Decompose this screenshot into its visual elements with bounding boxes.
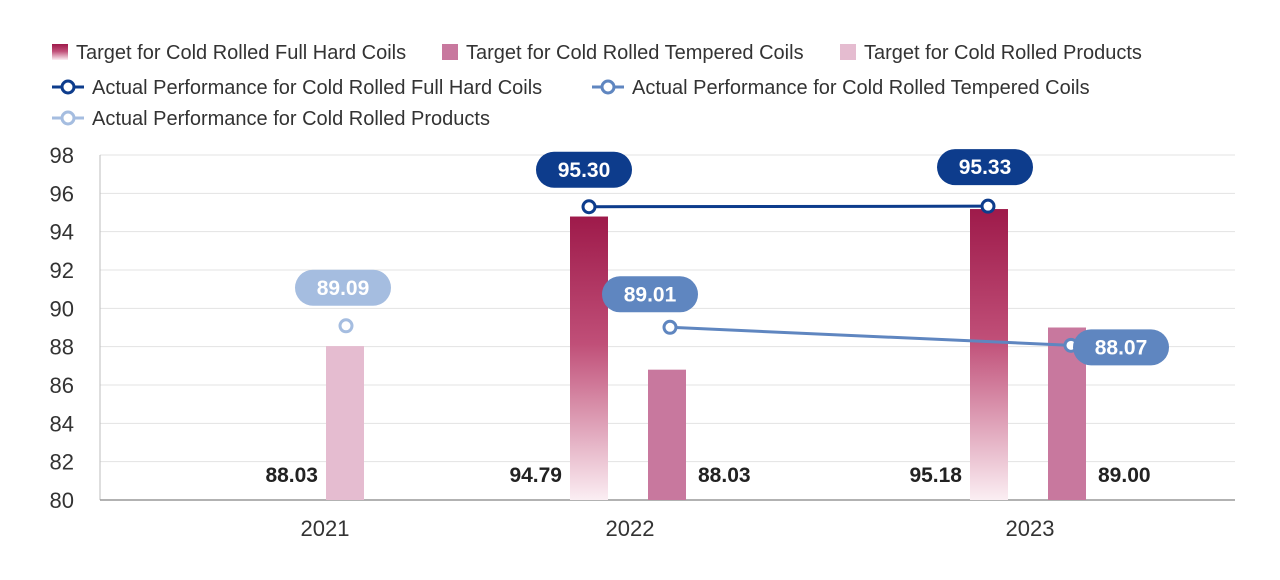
legend-swatch-target-for-cold-rolled-tempered-coils xyxy=(442,44,458,60)
bar-label-target-for-cold-rolled-full-hard-coils-2023: 95.18 xyxy=(909,464,962,487)
y-tick-label-96: 96 xyxy=(50,181,74,206)
y-tick-label-86: 86 xyxy=(50,373,74,398)
legend-label-actual-performance-for-cold-rolled-tempered-coils: Actual Performance for Cold Rolled Tempe… xyxy=(632,77,1090,99)
callout-bg-actual-performance-for-cold-rolled-full-hard-coils-2023 xyxy=(937,149,1033,186)
lines xyxy=(338,198,1079,353)
callout-bg-actual-performance-for-cold-rolled-full-hard-coils-2022 xyxy=(536,151,632,188)
point-actual-performance-for-cold-rolled-full-hard-coils-2022 xyxy=(581,199,597,215)
legend-label-actual-performance-for-cold-rolled-products: Actual Performance for Cold Rolled Produ… xyxy=(92,108,490,130)
legend-marker-actual-performance-for-cold-rolled-products xyxy=(60,110,76,126)
legend-marker-actual-performance-for-cold-rolled-tempered-coils xyxy=(600,79,616,95)
bar-label-target-for-cold-rolled-tempered-coils-2022: 88.03 xyxy=(698,464,751,487)
callout-label-actual-performance-for-cold-rolled-full-hard-coils-2022: 95.30 xyxy=(558,159,611,182)
line-actual-performance-for-cold-rolled-tempered-coils xyxy=(669,325,1072,347)
callout-label-actual-performance-for-cold-rolled-tempered-coils-2023: 88.07 xyxy=(1095,336,1148,359)
x-tick-label-2023: 2023 xyxy=(1006,516,1055,541)
point-actual-performance-for-cold-rolled-products-2021 xyxy=(338,318,354,334)
y-tick-label-82: 82 xyxy=(50,450,74,475)
legend-label-target-for-cold-rolled-products: Target for Cold Rolled Products xyxy=(864,42,1142,64)
legend-label-target-for-cold-rolled-full-hard-coils: Target for Cold Rolled Full Hard Coils xyxy=(76,42,406,64)
point-actual-performance-for-cold-rolled-tempered-coils-2022 xyxy=(662,319,678,335)
y-tick-label-92: 92 xyxy=(50,258,74,283)
legend-label-actual-performance-for-cold-rolled-full-hard-coils: Actual Performance for Cold Rolled Full … xyxy=(92,77,542,99)
legend-swatch-target-for-cold-rolled-full-hard-coils xyxy=(52,44,68,60)
bar-target-for-cold-rolled-full-hard-coils-2022 xyxy=(570,216,608,500)
legend-label-target-for-cold-rolled-tempered-coils: Target for Cold Rolled Tempered Coils xyxy=(466,42,804,64)
y-tick-label-88: 88 xyxy=(50,335,74,360)
callout-bg-actual-performance-for-cold-rolled-tempered-coils-2023 xyxy=(1073,329,1169,366)
x-tick-label-2021: 2021 xyxy=(301,516,350,541)
x-tick-label-2022: 2022 xyxy=(606,516,655,541)
point-actual-performance-for-cold-rolled-full-hard-coils-2023 xyxy=(980,198,996,214)
bar-target-for-cold-rolled-full-hard-coils-2023 xyxy=(970,209,1008,501)
bar-target-for-cold-rolled-tempered-coils-2022 xyxy=(648,369,686,500)
callout-bg-actual-performance-for-cold-rolled-products-2021 xyxy=(295,269,391,306)
legend-marker-actual-performance-for-cold-rolled-full-hard-coils xyxy=(60,79,76,95)
callout-label-actual-performance-for-cold-rolled-full-hard-coils-2023: 95.33 xyxy=(959,156,1012,179)
bar-label-target-for-cold-rolled-products-2021: 88.03 xyxy=(265,464,318,487)
legend-swatch-target-for-cold-rolled-products xyxy=(840,44,856,60)
y-tick-label-90: 90 xyxy=(50,296,74,321)
axes: 80 82 84 86 88 90 92 94 96 98 2021 2022 2023 xyxy=(50,143,1235,541)
bar-target-for-cold-rolled-products-2021 xyxy=(326,346,364,500)
y-tick-label-84: 84 xyxy=(50,411,74,436)
bars xyxy=(326,209,1086,501)
line-actual-performance-for-cold-rolled-full-hard-coils xyxy=(588,204,989,209)
y-tick-label-98: 98 xyxy=(50,143,74,168)
y-tick-label-80: 80 xyxy=(50,488,74,513)
data-labels: 94.79 95.18 88.03 89.00 88.03 95.30 95.33 89.01… xyxy=(265,149,1169,487)
y-tick-label-94: 94 xyxy=(50,220,74,245)
bar-label-target-for-cold-rolled-tempered-coils-2023: 89.00 xyxy=(1098,464,1151,487)
callout-bg-actual-performance-for-cold-rolled-tempered-coils-2022 xyxy=(602,276,698,313)
bar-label-target-for-cold-rolled-full-hard-coils-2022: 94.79 xyxy=(509,464,562,487)
legend: Target for Cold Rolled Full Hard Coils Ta… xyxy=(52,42,1142,130)
callout-label-actual-performance-for-cold-rolled-tempered-coils-2022: 89.01 xyxy=(624,283,677,306)
callout-label-actual-performance-for-cold-rolled-products-2021: 89.09 xyxy=(317,277,370,300)
